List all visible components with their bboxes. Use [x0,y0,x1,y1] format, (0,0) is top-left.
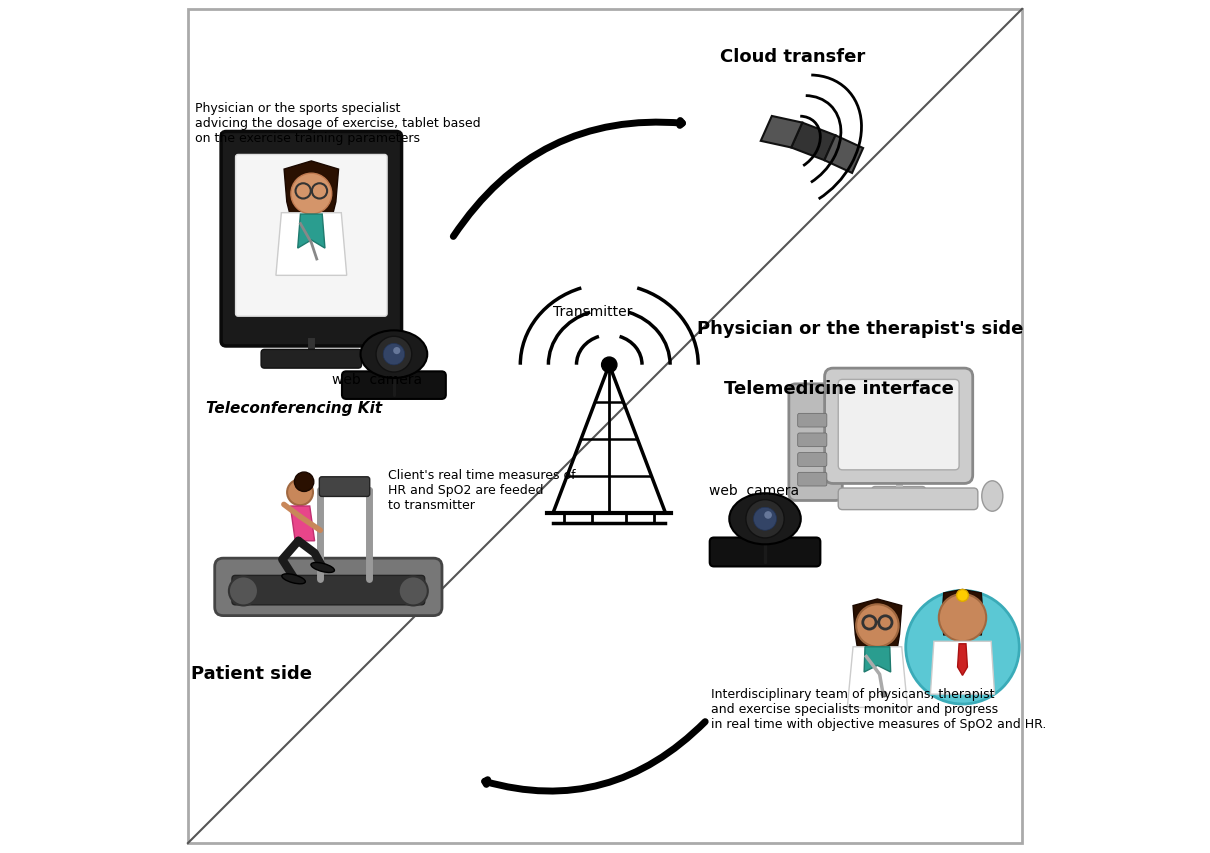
Circle shape [939,595,986,641]
Text: Cloud transfer: Cloud transfer [720,48,865,66]
Polygon shape [864,647,891,672]
Ellipse shape [730,494,801,545]
Circle shape [376,337,411,373]
Circle shape [294,473,313,492]
Polygon shape [824,136,863,174]
FancyBboxPatch shape [825,368,973,484]
Polygon shape [791,124,835,161]
Text: Physician or the therapist's side: Physician or the therapist's side [697,320,1024,338]
Text: Physician or the sports specialist
advicing the dosage of exercise, tablet based: Physician or the sports specialist advic… [195,102,480,145]
Circle shape [857,605,899,647]
Circle shape [957,589,968,601]
Text: Interdisciplinary team of physicans, therapist
and exercise specialists monitor : Interdisciplinary team of physicans, the… [711,688,1047,730]
Circle shape [229,577,258,606]
Circle shape [601,357,617,373]
Circle shape [393,348,401,355]
FancyBboxPatch shape [221,132,402,346]
FancyBboxPatch shape [236,155,387,316]
Circle shape [881,692,887,697]
Text: Client's real time measures of
HR and SpO2 are feeded
to transmitter: Client's real time measures of HR and Sp… [388,469,576,512]
Polygon shape [290,507,315,541]
FancyBboxPatch shape [261,350,362,368]
Circle shape [906,591,1019,705]
Polygon shape [761,117,802,148]
Text: Telemedicine interface: Telemedicine interface [724,380,953,397]
FancyBboxPatch shape [214,559,442,616]
FancyBboxPatch shape [872,487,926,502]
FancyBboxPatch shape [839,380,960,470]
Ellipse shape [361,331,427,379]
Text: Teleconferencing Kit: Teleconferencing Kit [206,400,382,415]
Circle shape [287,479,313,506]
FancyBboxPatch shape [789,385,842,501]
FancyArrowPatch shape [454,121,682,237]
Polygon shape [853,600,901,657]
Polygon shape [284,162,339,213]
Ellipse shape [282,574,305,584]
Ellipse shape [311,563,334,573]
Circle shape [765,512,772,519]
Ellipse shape [981,481,1003,512]
FancyBboxPatch shape [797,473,826,486]
FancyBboxPatch shape [839,489,978,510]
Circle shape [384,344,404,365]
Text: Patient side: Patient side [191,664,312,682]
Polygon shape [276,213,347,276]
Circle shape [399,577,428,606]
Circle shape [290,174,332,215]
FancyBboxPatch shape [797,453,826,467]
Polygon shape [957,644,968,676]
FancyBboxPatch shape [710,538,820,566]
Text: Transmitter: Transmitter [553,305,632,319]
Circle shape [745,500,784,538]
Text: web  camera: web camera [709,484,799,497]
Polygon shape [847,647,908,708]
Text: web  camera: web camera [332,373,422,386]
Circle shape [754,508,777,531]
FancyArrowPatch shape [485,722,705,791]
FancyBboxPatch shape [319,477,370,496]
FancyBboxPatch shape [232,576,425,605]
FancyBboxPatch shape [797,433,826,447]
Polygon shape [298,215,325,249]
FancyBboxPatch shape [797,414,826,427]
FancyBboxPatch shape [342,372,445,399]
Polygon shape [941,589,984,635]
Polygon shape [930,641,995,694]
